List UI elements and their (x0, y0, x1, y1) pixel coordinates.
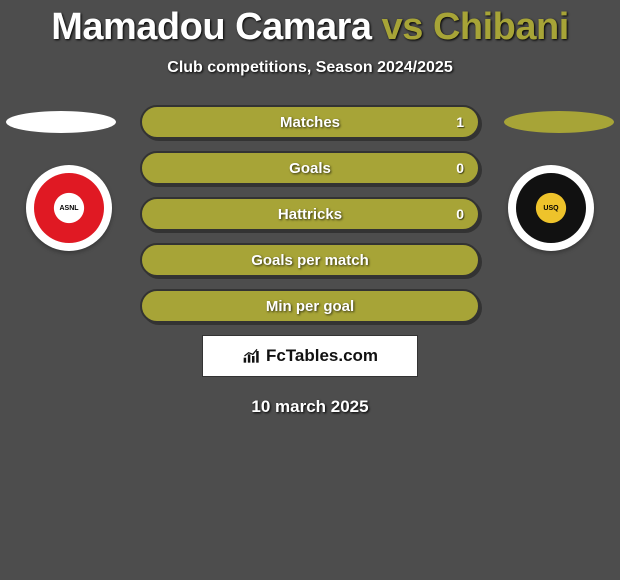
stats-list: Matches 1 Goals 0 Hattricks 0 Goals per … (140, 105, 480, 323)
stat-label: Hattricks (278, 206, 342, 223)
player1-club-badge: ASNL (26, 165, 112, 251)
stat-value-right: 0 (456, 206, 464, 222)
player1-marker (6, 111, 116, 133)
stat-label: Matches (280, 114, 340, 131)
brand-text: FcTables.com (266, 346, 378, 366)
stat-label: Goals per match (251, 252, 369, 269)
club-badge-inner: ASNL (34, 173, 104, 243)
stat-value-right: 1 (456, 114, 464, 130)
stat-row-matches: Matches 1 (140, 105, 480, 139)
stat-label: Goals (289, 160, 331, 177)
player2-marker (504, 111, 614, 133)
stat-row-hattricks: Hattricks 0 (140, 197, 480, 231)
stat-row-min-per-goal: Min per goal (140, 289, 480, 323)
stat-row-goals-per-match: Goals per match (140, 243, 480, 277)
comparison-area: ASNL USQ Matches 1 Goals 0 Hattricks 0 (0, 105, 620, 417)
vs-label: vs (382, 6, 423, 48)
page-title: Mamadou Camara vs Chibani (0, 0, 620, 49)
player2-name: Chibani (433, 6, 569, 48)
stat-label: Min per goal (266, 298, 354, 315)
date-label: 10 march 2025 (0, 397, 620, 417)
player2-club-badge: USQ (508, 165, 594, 251)
chart-icon (242, 347, 262, 365)
club-badge-label: ASNL (59, 205, 78, 212)
subtitle: Club competitions, Season 2024/2025 (0, 59, 620, 77)
brand-box[interactable]: FcTables.com (202, 335, 418, 377)
club-badge-label: USQ (543, 205, 558, 212)
club-badge-inner: USQ (516, 173, 586, 243)
stat-row-goals: Goals 0 (140, 151, 480, 185)
stat-value-right: 0 (456, 160, 464, 176)
player1-name: Mamadou Camara (51, 6, 371, 48)
